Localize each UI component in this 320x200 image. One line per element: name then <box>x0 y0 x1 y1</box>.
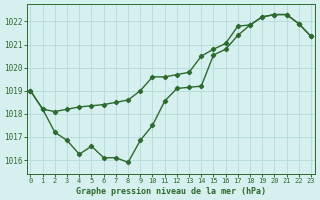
X-axis label: Graphe pression niveau de la mer (hPa): Graphe pression niveau de la mer (hPa) <box>76 187 266 196</box>
